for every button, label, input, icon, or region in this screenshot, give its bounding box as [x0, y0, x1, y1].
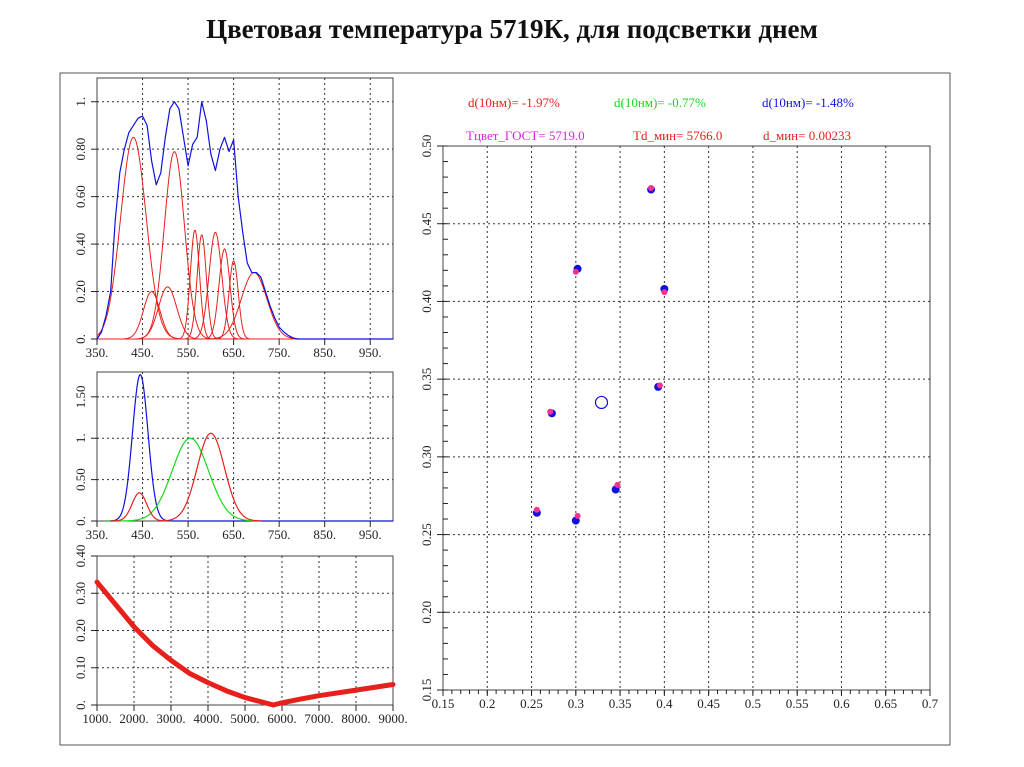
x-tick-label: 450.: [131, 527, 154, 542]
x-tick-label: 0.5: [745, 696, 761, 711]
x-tick-label: 0.45: [697, 696, 720, 711]
y-tick-label: 0.50: [73, 468, 88, 491]
component-curve: [138, 151, 210, 340]
annotation-td-min: Td_мин= 5766.0: [633, 128, 722, 143]
x-tick-label: 3000.: [156, 711, 185, 726]
y-tick-label: 1.: [73, 97, 88, 107]
x-tick-label: 1000.: [82, 711, 111, 726]
annotation-d-green: d(10нм)= -0.77%: [614, 95, 706, 110]
x-tick-label: 6000.: [267, 711, 296, 726]
x-tick-label: 7000.: [304, 711, 333, 726]
x-tick-label: 650.: [222, 345, 245, 360]
y-tick-label: 1.50: [73, 385, 88, 408]
blue-series-line: [96, 101, 394, 340]
x-tick-label: 5000.: [230, 711, 259, 726]
y-tick-label: 0.50: [419, 135, 434, 158]
x-tick-label: 0.4: [656, 696, 673, 711]
y-tick-label: 0.30: [419, 445, 434, 468]
x-tick-label: 350.: [86, 345, 109, 360]
pink-data-point: [574, 512, 581, 519]
x-tick-label: 0.3: [568, 696, 584, 711]
x-tick-label: 0.35: [609, 696, 632, 711]
x-tick-label: 850.: [313, 527, 336, 542]
frame-border: [59, 72, 951, 746]
y-tick-label: 0.60: [73, 185, 88, 208]
y-tick-label: 0.: [73, 334, 88, 344]
green-curve: [105, 437, 262, 522]
y-tick-label: 0.80: [73, 138, 88, 161]
y-tick-label: 0.10: [73, 656, 88, 679]
y-tick-label: 0.15: [419, 679, 434, 702]
pink-data-point: [656, 382, 663, 389]
plot-area: [96, 77, 394, 340]
deviation-chart: 1000. 2000. 3000. 4000. 5000. 6000. 7000. 8000.…: [73, 545, 408, 726]
plot-area: [442, 145, 931, 691]
y-tick-label: 1.: [73, 433, 88, 443]
component-curve: [217, 260, 251, 340]
y-tick-label: 0.: [73, 516, 88, 526]
y-tick-label: 0.25: [419, 523, 434, 546]
y-tick-label: 0.35: [419, 368, 434, 391]
component-curve: [204, 248, 245, 340]
x-tick-label: 950.: [359, 345, 382, 360]
red-series-line: [94, 579, 396, 708]
component-curve: [96, 136, 179, 340]
x-tick-label: 0.15: [432, 696, 455, 711]
x-tick-label: 0.25: [520, 696, 543, 711]
component-curve: [192, 231, 239, 340]
plot-area: [96, 371, 394, 522]
pink-data-point: [648, 184, 655, 191]
component-curve: [178, 229, 212, 340]
x-tick-label: 4000.: [193, 711, 222, 726]
x-tick-label: 0.7: [922, 696, 939, 711]
x-tick-label: 0.65: [874, 696, 897, 711]
y-tick-label: 0.40: [73, 545, 88, 568]
annotation-t-gost: Тцвет_ГОСТ= 5719.0: [466, 128, 585, 143]
reference-point-circle: [594, 395, 609, 410]
y-tick-label: 0.20: [419, 601, 434, 624]
x-tick-label: 550.: [177, 345, 200, 360]
x-tick-label: 750.: [268, 345, 291, 360]
x-tick-label: 9000.: [378, 711, 407, 726]
x-tick-label: 850.: [313, 345, 336, 360]
pink-data-point: [614, 481, 621, 488]
x-tick-label: 950.: [359, 527, 382, 542]
chromaticity-scatter: 0.15 0.2 0.25 0.3 0.35 0.4 0.45 0.5 0.55 0.6 0.65 0…: [419, 135, 939, 711]
spectrum-chart: 350. 450. 550. 650. 750. 850. 950. 0. 0.20 0.40 0.…: [73, 77, 394, 360]
pink-data-point: [533, 506, 540, 513]
red-curve: [110, 432, 262, 522]
slide-title: Цветовая температура 5719К, для подсветк…: [206, 14, 818, 44]
x-tick-label: 0.6: [833, 696, 850, 711]
x-tick-label: 2000.: [119, 711, 148, 726]
annotation-d-blue: d(10нм)= -1.48%: [762, 95, 854, 110]
y-tick-label: 0.: [73, 700, 88, 710]
pink-data-point: [572, 268, 579, 275]
annotation-d-red: d(10нм)= -1.97%: [468, 95, 560, 110]
component-curve: [122, 291, 181, 340]
color-matching-chart: 350. 450. 550. 650. 750. 850. 950. 0. 0.50 1. 1.50: [73, 371, 394, 542]
x-tick-label: 550.: [177, 527, 200, 542]
x-tick-label: 8000.: [341, 711, 370, 726]
y-tick-label: 0.45: [419, 212, 434, 235]
annotation-d-min: d_мин= 0.00233: [763, 128, 851, 143]
x-tick-label: 0.55: [786, 696, 809, 711]
x-tick-label: 650.: [222, 527, 245, 542]
y-tick-label: 0.20: [73, 280, 88, 303]
x-tick-label: 750.: [268, 527, 291, 542]
x-tick-label: 450.: [131, 345, 154, 360]
y-tick-label: 0.40: [73, 233, 88, 256]
y-tick-label: 0.30: [73, 582, 88, 605]
x-tick-label: 0.2: [479, 696, 495, 711]
y-tick-label: 0.40: [419, 290, 434, 313]
x-tick-label: 350.: [86, 527, 109, 542]
pink-data-point: [547, 408, 554, 415]
pink-data-point: [661, 289, 668, 296]
y-tick-label: 0.20: [73, 619, 88, 642]
